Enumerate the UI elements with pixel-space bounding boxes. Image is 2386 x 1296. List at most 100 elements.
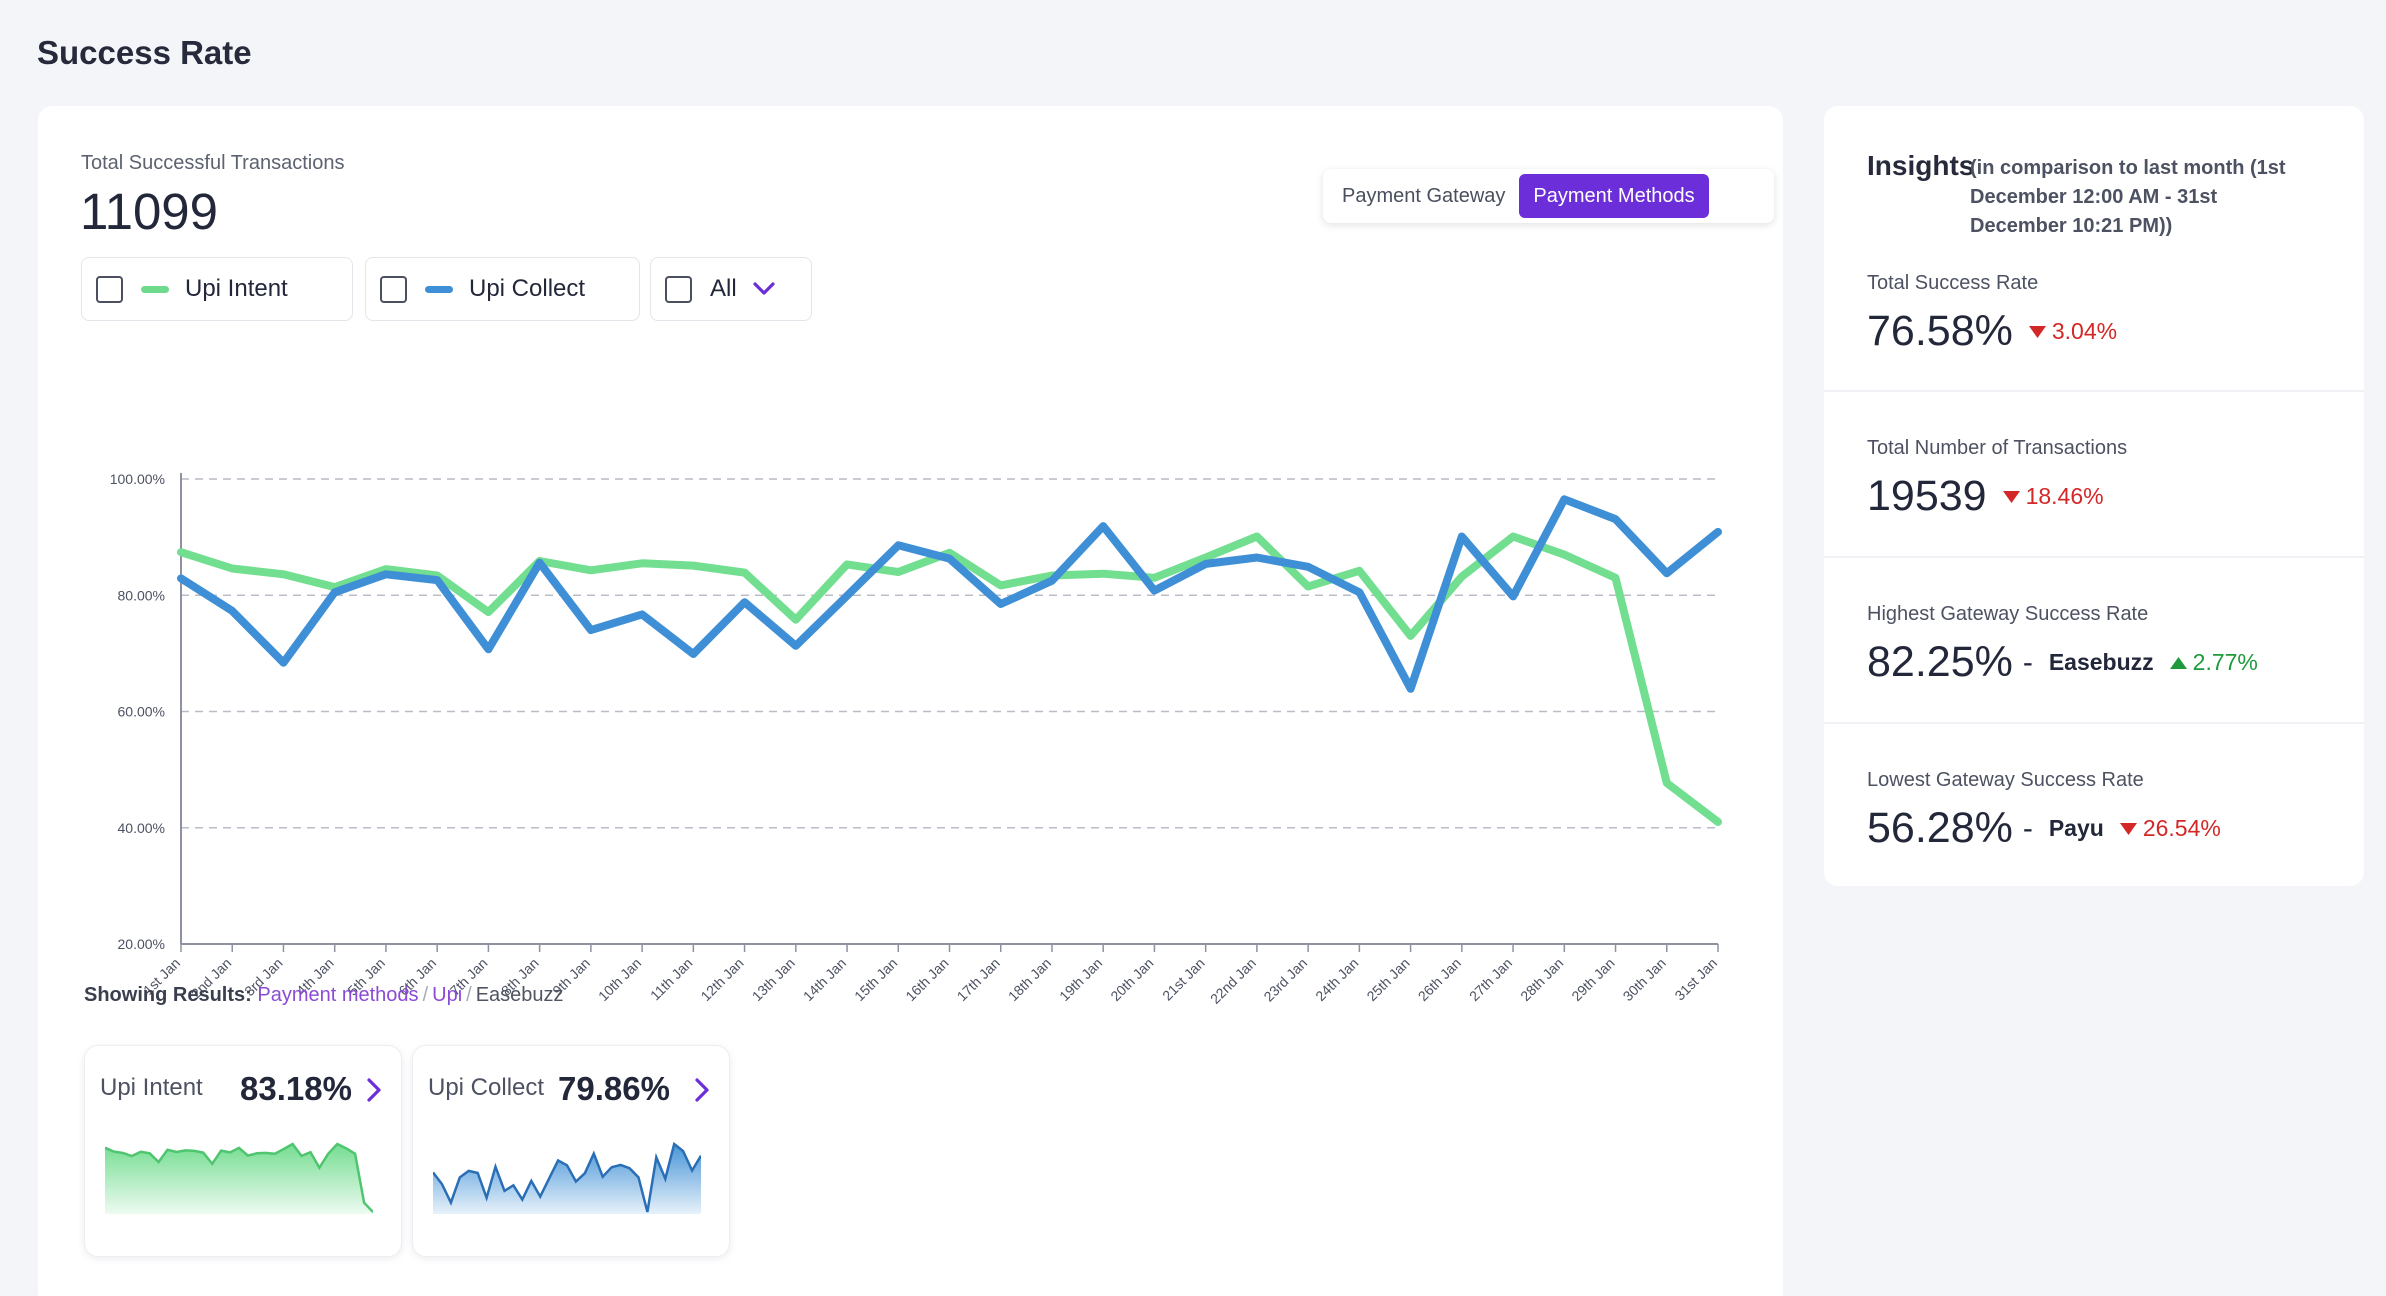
mini-card-value: 79.86% [558, 1070, 670, 1107]
metric-value: 56.28% [1867, 804, 2013, 852]
metric-value: 19539 [1867, 472, 1987, 520]
x-tick-label: 28th Jan [1517, 955, 1566, 1004]
payment-methods-tab[interactable]: Payment Methods [1519, 174, 1709, 218]
sparkline-area [433, 1144, 701, 1214]
triangle-down-icon [2002, 490, 2020, 503]
breadcrumb-label: Showing Results: [84, 984, 252, 1006]
breadcrumb-separator: / [422, 984, 429, 1006]
chevron-down-icon[interactable] [751, 276, 777, 302]
x-tick-label: 12th Jan [697, 955, 746, 1004]
y-tick-label: 80.00% [118, 587, 165, 603]
metric-dash: - [2022, 645, 2033, 679]
x-tick-label: 16th Jan [902, 955, 951, 1004]
metric-label: Highest Gateway Success Rate [1867, 603, 2149, 625]
breadcrumb-payment-methods[interactable]: Payment methods [257, 984, 419, 1006]
breadcrumb-easebuzz: Easebuzz [475, 984, 564, 1006]
mini-card-upi-collect[interactable]: Upi Collect 79.86% [412, 1045, 730, 1257]
triangle-down-icon [2028, 325, 2046, 338]
success-rate-card: Total Successful Transactions 11099 Paym… [38, 106, 1783, 1296]
insights-title: Insights [1867, 150, 1975, 181]
metric-delta-value: 18.46% [2025, 483, 2104, 509]
sparkline-area [105, 1144, 373, 1214]
chevron-right-icon[interactable] [693, 1076, 711, 1104]
metric-total-success-rate: Total Success Rate 76.58% 3.04% [1867, 272, 2117, 356]
upi-intent-checkbox[interactable] [96, 275, 123, 303]
insights-card: Insights (in comparison to last month (1… [1824, 106, 2364, 886]
all-checkbox[interactable] [665, 275, 692, 303]
x-tick-label: 14th Jan [800, 955, 849, 1004]
y-tick-label: 20.00% [118, 936, 165, 952]
x-tick-label: 13th Jan [749, 955, 798, 1004]
mini-card-value: 83.18% [240, 1070, 352, 1107]
sparkline-line [105, 1142, 373, 1213]
metric-total-transactions: Total Number of Transactions 19539 18.46… [1867, 437, 2127, 521]
metric-dash: - [2022, 811, 2033, 845]
x-tick-label: 29th Jan [1568, 955, 1617, 1004]
filter-upi-intent[interactable]: Upi Intent [81, 257, 353, 321]
x-tick-label: 23rd Jan [1260, 955, 1310, 1005]
upi-collect-legend-swatch [425, 285, 453, 293]
mini-card-title: Upi Intent [100, 1074, 203, 1101]
mini-card-upi-intent[interactable]: Upi Intent 83.18% [84, 1045, 402, 1257]
y-tick-label: 40.00% [118, 820, 165, 836]
all-filter-label: All [710, 275, 737, 302]
view-toggle: Payment Gateway Payment Methods [1323, 169, 1774, 223]
x-tick-label: 26th Jan [1415, 955, 1464, 1004]
x-tick-label: 21st Jan [1159, 955, 1208, 1004]
x-tick-label: 20th Jan [1107, 955, 1156, 1004]
metric-lowest-gateway: Lowest Gateway Success Rate 56.28% - Pay… [1867, 769, 2221, 853]
breadcrumb-separator: / [466, 984, 472, 1006]
x-tick-label: 15th Jan [851, 955, 900, 1004]
upi-collect-filter-label: Upi Collect [469, 275, 586, 302]
x-tick-label: 24th Jan [1312, 955, 1361, 1004]
metric-delta-value: 2.77% [2192, 649, 2258, 675]
upi-collect-sparkline [433, 1141, 701, 1214]
divider [1824, 556, 2364, 558]
breadcrumb-upi[interactable]: Upi [432, 984, 463, 1006]
payment-gateway-tab[interactable]: Payment Gateway [1342, 185, 1506, 207]
x-tick-label: 22nd Jan [1207, 955, 1259, 1007]
upi-intent-sparkline [105, 1142, 373, 1214]
filter-all-dropdown[interactable]: All [650, 257, 812, 321]
metric-value: 82.25% [1867, 638, 2013, 686]
metric-label: Total Success Rate [1867, 272, 2039, 294]
success-rate-line-chart: 100.00%80.00%60.00%40.00%20.00%1st Jan 2n… [110, 471, 1722, 1007]
metric-delta: 2.77% [2169, 649, 2258, 676]
metric-delta: 3.04% [2028, 318, 2118, 345]
metric-gateway-name: Payu [2048, 815, 2104, 841]
x-tick-label: 25th Jan [1363, 955, 1412, 1004]
metric-gateway-name: Easebuzz [2048, 649, 2154, 675]
upi-intent-series-line [177, 532, 1722, 826]
filter-upi-collect[interactable]: Upi Collect [365, 257, 640, 321]
y-tick-label: 100.00% [110, 471, 165, 487]
mini-card-title: Upi Collect [428, 1074, 545, 1101]
breadcrumb: Showing Results: Payment methods / Upi / Eas… [84, 984, 564, 1007]
triangle-up-icon [2169, 656, 2187, 669]
metric-label: Total Number of Transactions [1867, 437, 2128, 459]
total-successful-value: 11099 [80, 183, 219, 240]
insights-subtitle: (in comparison to last month (1st Decemb… [1970, 157, 2286, 237]
x-tick-label: 11th Jan [647, 955, 696, 1004]
x-tick-label: 19th Jan [1056, 955, 1105, 1004]
metric-label: Lowest Gateway Success Rate [1867, 769, 2144, 791]
metric-delta: 26.54% [2119, 815, 2221, 842]
x-tick-label: 10th Jan [595, 955, 644, 1004]
metric-delta-value: 26.54% [2142, 815, 2221, 841]
x-tick-label: 18th Jan [1005, 955, 1054, 1004]
upi-intent-filter-label: Upi Intent [185, 275, 288, 302]
x-tick-label: 31st Jan [1671, 955, 1720, 1004]
metric-delta: 18.46% [2002, 483, 2104, 510]
divider [1824, 390, 2364, 392]
sparkline-line [433, 1141, 701, 1213]
divider [1824, 722, 2364, 724]
page-title: Success Rate [37, 34, 252, 71]
metric-highest-gateway: Highest Gateway Success Rate 82.25% - Ea… [1867, 603, 2258, 687]
upi-collect-checkbox[interactable] [380, 275, 407, 303]
total-successful-label: Total Successful Transactions [81, 152, 345, 174]
upi-intent-legend-swatch [141, 285, 169, 293]
chevron-right-icon[interactable] [365, 1076, 383, 1104]
x-tick-label: 27th Jan [1466, 955, 1515, 1004]
metric-value: 76.58% [1867, 307, 2013, 355]
y-tick-label: 60.00% [118, 704, 165, 720]
metric-delta-value: 3.04% [2051, 318, 2118, 344]
